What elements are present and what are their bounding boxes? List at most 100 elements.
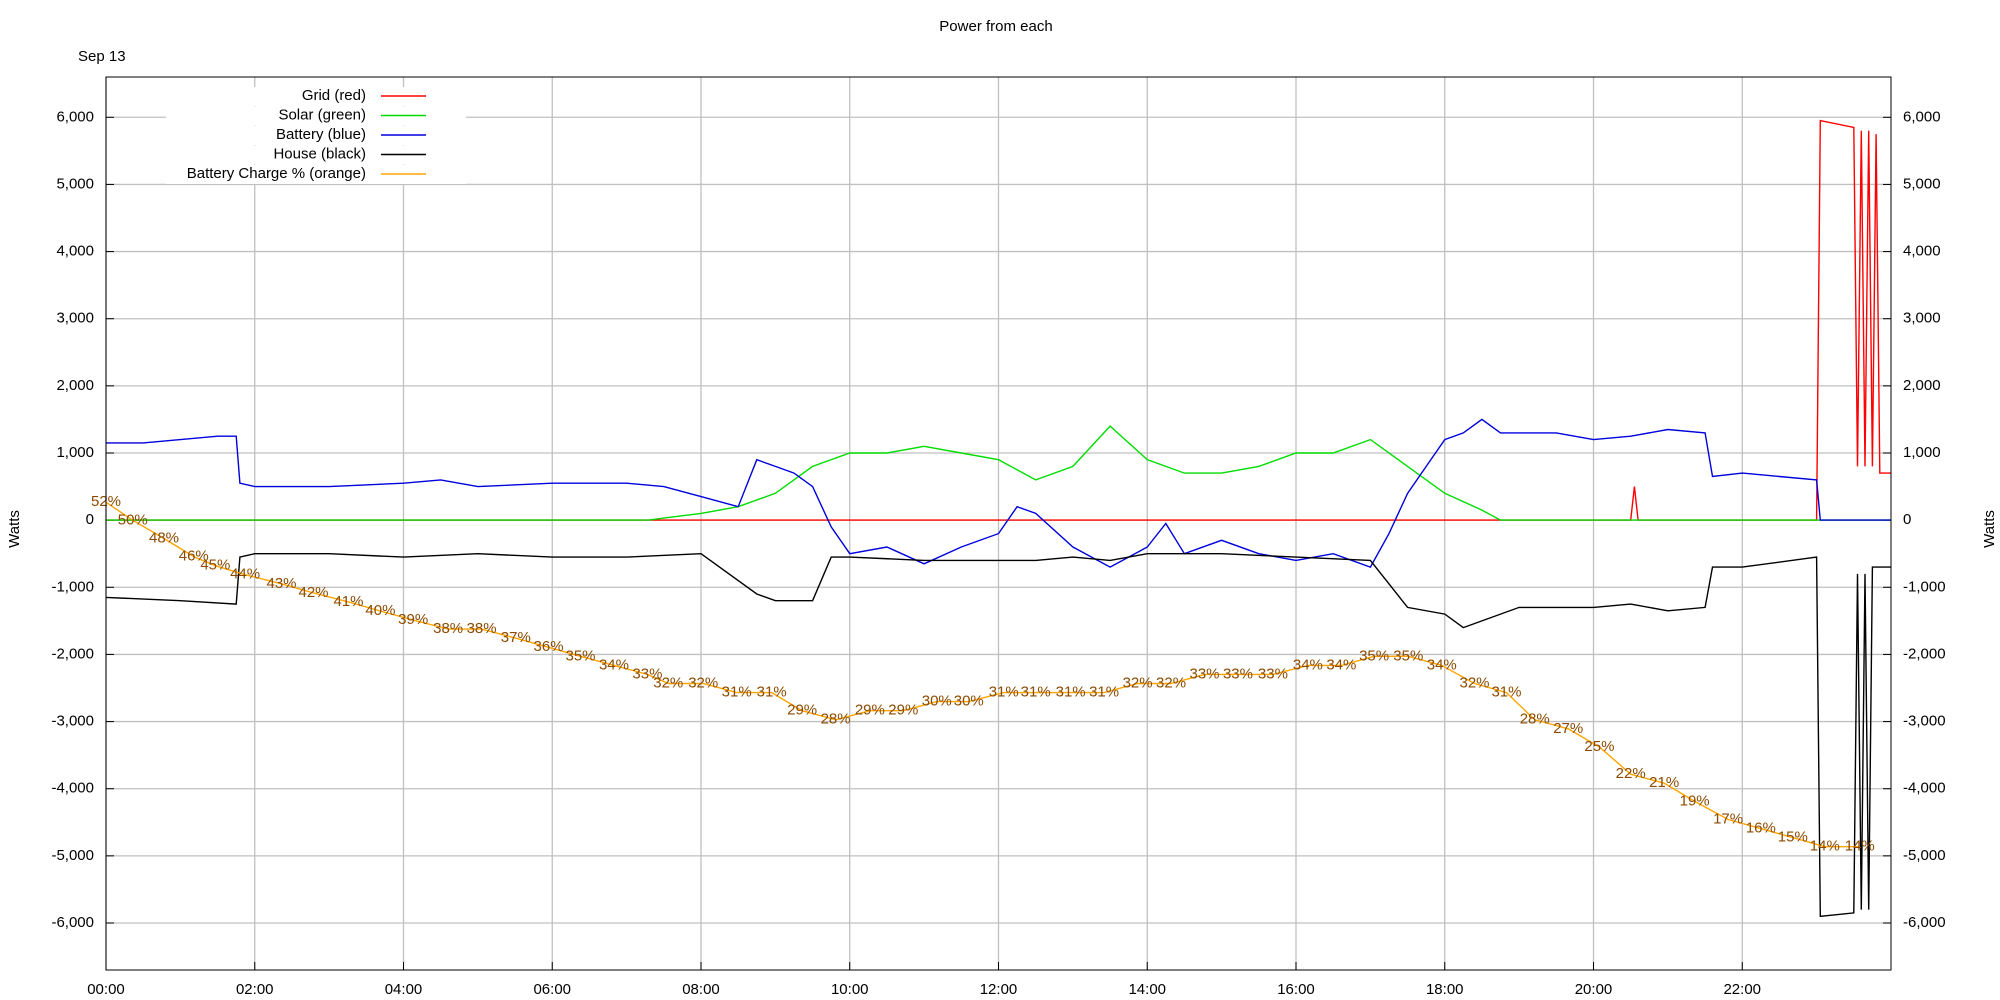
series-line bbox=[106, 425, 1891, 521]
data-label: 28% bbox=[1520, 711, 1550, 728]
y-tick-label: -2,000 bbox=[51, 645, 94, 662]
series-line bbox=[106, 418, 1891, 568]
legend-label: Grid (red) bbox=[302, 87, 366, 104]
data-label: 31% bbox=[722, 684, 752, 701]
data-label: 29% bbox=[888, 702, 918, 719]
data-label: 29% bbox=[787, 702, 817, 719]
x-tick-label: 06:00 bbox=[533, 981, 571, 998]
data-label: 19% bbox=[1680, 792, 1710, 809]
data-label: 30% bbox=[954, 693, 984, 710]
y2-tick-label: 0 bbox=[1903, 511, 1911, 528]
data-label: 34% bbox=[1293, 656, 1323, 673]
x-tick-label: 22:00 bbox=[1723, 981, 1761, 998]
plot-frame bbox=[105, 76, 1892, 971]
y2-tick-label: -1,000 bbox=[1903, 578, 1946, 595]
y-tick-label: -6,000 bbox=[51, 914, 94, 931]
data-label: 36% bbox=[534, 638, 564, 655]
y-tick-label: 4,000 bbox=[56, 243, 94, 260]
x-tick-label: 16:00 bbox=[1277, 981, 1315, 998]
y-tick-label: -5,000 bbox=[51, 847, 94, 864]
y-axis-label: Watts bbox=[6, 510, 23, 548]
x-tick-label: 02:00 bbox=[236, 981, 274, 998]
data-label: 14% bbox=[1845, 838, 1875, 855]
date-annotation: Sep 13 bbox=[78, 48, 126, 65]
data-label: 30% bbox=[922, 693, 952, 710]
data-label: 40% bbox=[365, 602, 395, 619]
y2-tick-label: -2,000 bbox=[1903, 645, 1946, 662]
chart-title: Power from each bbox=[939, 18, 1052, 35]
data-label: 32% bbox=[1156, 674, 1186, 691]
x-tick-label: 12:00 bbox=[980, 981, 1018, 998]
legend-bg bbox=[166, 145, 466, 165]
data-label: 34% bbox=[1427, 656, 1457, 673]
data-label: 38% bbox=[433, 620, 463, 637]
y2-tick-label: -4,000 bbox=[1903, 780, 1946, 797]
data-label: 21% bbox=[1649, 774, 1679, 791]
x-tick-label: 04:00 bbox=[385, 981, 423, 998]
data-label: 50% bbox=[118, 511, 148, 528]
data-label: 31% bbox=[1021, 684, 1051, 701]
data-label: 42% bbox=[298, 584, 328, 601]
data-label: 48% bbox=[149, 529, 179, 546]
data-label: 25% bbox=[1584, 738, 1614, 755]
y2-tick-label: 3,000 bbox=[1903, 310, 1941, 327]
y2-tick-label: 4,000 bbox=[1903, 243, 1941, 260]
data-label: 31% bbox=[757, 684, 787, 701]
x-tick-label: 10:00 bbox=[831, 981, 869, 998]
y2-tick-label: 6,000 bbox=[1903, 108, 1941, 125]
y-tick-label: 6,000 bbox=[56, 108, 94, 125]
data-label: 37% bbox=[501, 629, 531, 646]
x-tick-label: 14:00 bbox=[1128, 981, 1166, 998]
data-label: 32% bbox=[653, 674, 683, 691]
x-tick-label: 00:00 bbox=[87, 981, 125, 998]
x-tick-label: 18:00 bbox=[1426, 981, 1464, 998]
data-label: 32% bbox=[1123, 674, 1153, 691]
data-label: 14% bbox=[1810, 838, 1840, 855]
data-label: 46% bbox=[179, 548, 209, 565]
legend-bg bbox=[166, 126, 466, 145]
legend-label: Battery (blue) bbox=[276, 126, 366, 143]
data-label: 33% bbox=[1190, 665, 1220, 682]
legend-bg bbox=[166, 165, 466, 184]
y2-tick-label: -3,000 bbox=[1903, 713, 1946, 730]
legend-label: Solar (green) bbox=[278, 106, 366, 123]
data-label: 34% bbox=[1326, 656, 1356, 673]
y-tick-label: 5,000 bbox=[56, 175, 94, 192]
y-tick-label: 3,000 bbox=[56, 310, 94, 327]
data-label: 16% bbox=[1746, 820, 1776, 837]
legend-label: House (black) bbox=[273, 145, 366, 162]
data-label: 39% bbox=[398, 611, 428, 628]
data-label: 41% bbox=[333, 593, 363, 610]
y2-tick-label: -5,000 bbox=[1903, 847, 1946, 864]
data-label: 33% bbox=[1258, 665, 1288, 682]
y2-tick-label: 2,000 bbox=[1903, 377, 1941, 394]
data-label: 33% bbox=[1223, 665, 1253, 682]
data-label: 31% bbox=[989, 684, 1019, 701]
x-tick-label: 20:00 bbox=[1575, 981, 1613, 998]
series-line bbox=[105, 552, 1891, 918]
x-tick-label: 08:00 bbox=[682, 981, 720, 998]
legend-bg bbox=[166, 87, 466, 106]
data-label: 38% bbox=[467, 620, 497, 637]
data-label: 35% bbox=[1393, 647, 1423, 664]
data-label: 17% bbox=[1713, 810, 1743, 827]
y2-tick-label: -6,000 bbox=[1903, 914, 1946, 931]
data-label: 32% bbox=[1459, 674, 1489, 691]
data-label: 44% bbox=[230, 566, 260, 583]
data-label: 31% bbox=[1089, 684, 1119, 701]
data-label: 31% bbox=[1056, 684, 1086, 701]
y-tick-label: 0 bbox=[86, 511, 94, 528]
data-label: 43% bbox=[267, 575, 297, 592]
y-tick-label: 1,000 bbox=[56, 444, 94, 461]
series-line bbox=[106, 119, 1891, 521]
series-line bbox=[105, 501, 1860, 848]
y-tick-label: -1,000 bbox=[51, 578, 94, 595]
data-label: 32% bbox=[688, 674, 718, 691]
legend-label: Battery Charge % (orange) bbox=[187, 165, 366, 182]
data-label: 34% bbox=[599, 656, 629, 673]
data-label: 22% bbox=[1616, 765, 1646, 782]
data-label: 33% bbox=[632, 665, 662, 682]
data-label: 31% bbox=[1491, 684, 1521, 701]
y-tick-label: -3,000 bbox=[51, 713, 94, 730]
